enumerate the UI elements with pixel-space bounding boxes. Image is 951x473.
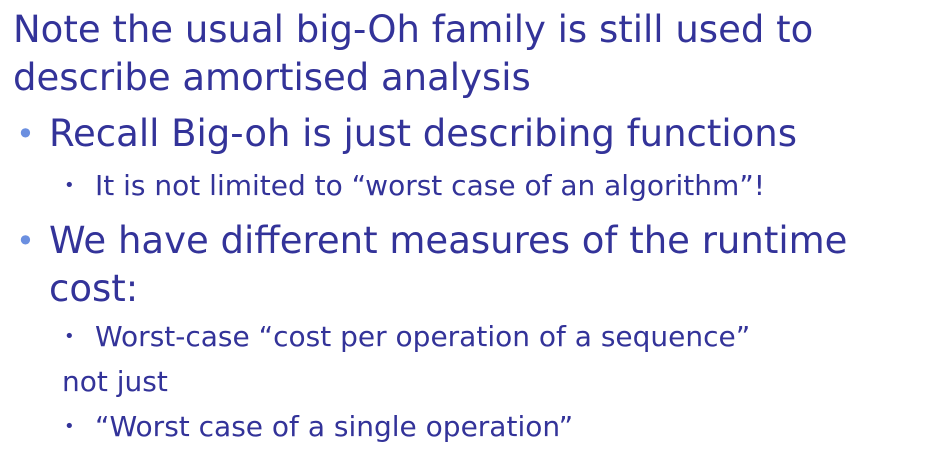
bullet-2-text-line-1: We have different measures of the runtim… xyxy=(49,219,848,262)
bullet-1-marker: • xyxy=(16,115,35,153)
bullet-1-text: Recall Big-oh is just describing functio… xyxy=(49,112,798,155)
slide-title-line-1: Note the usual big-Oh family is still us… xyxy=(13,8,814,51)
bullet-1-sub-1-text: It is not limited to “worst case of an a… xyxy=(95,169,766,202)
bullet-2-text-line-2: cost: xyxy=(49,267,139,310)
bullet-2-marker: • xyxy=(16,222,35,260)
bullet-1-sub-1-marker: • xyxy=(64,175,75,196)
slide-title-line-2: describe amortised analysis xyxy=(13,56,531,99)
bullet-2-sub-2-marker: • xyxy=(64,416,75,437)
bullet-2-sub-2-text: “Worst case of a single operation” xyxy=(95,410,574,443)
bullet-2-between-text: not just xyxy=(62,365,168,398)
bullet-2-sub-1-marker: • xyxy=(64,326,75,347)
bullet-2-sub-1-text: Worst-case “cost per operation of a sequ… xyxy=(95,320,751,353)
